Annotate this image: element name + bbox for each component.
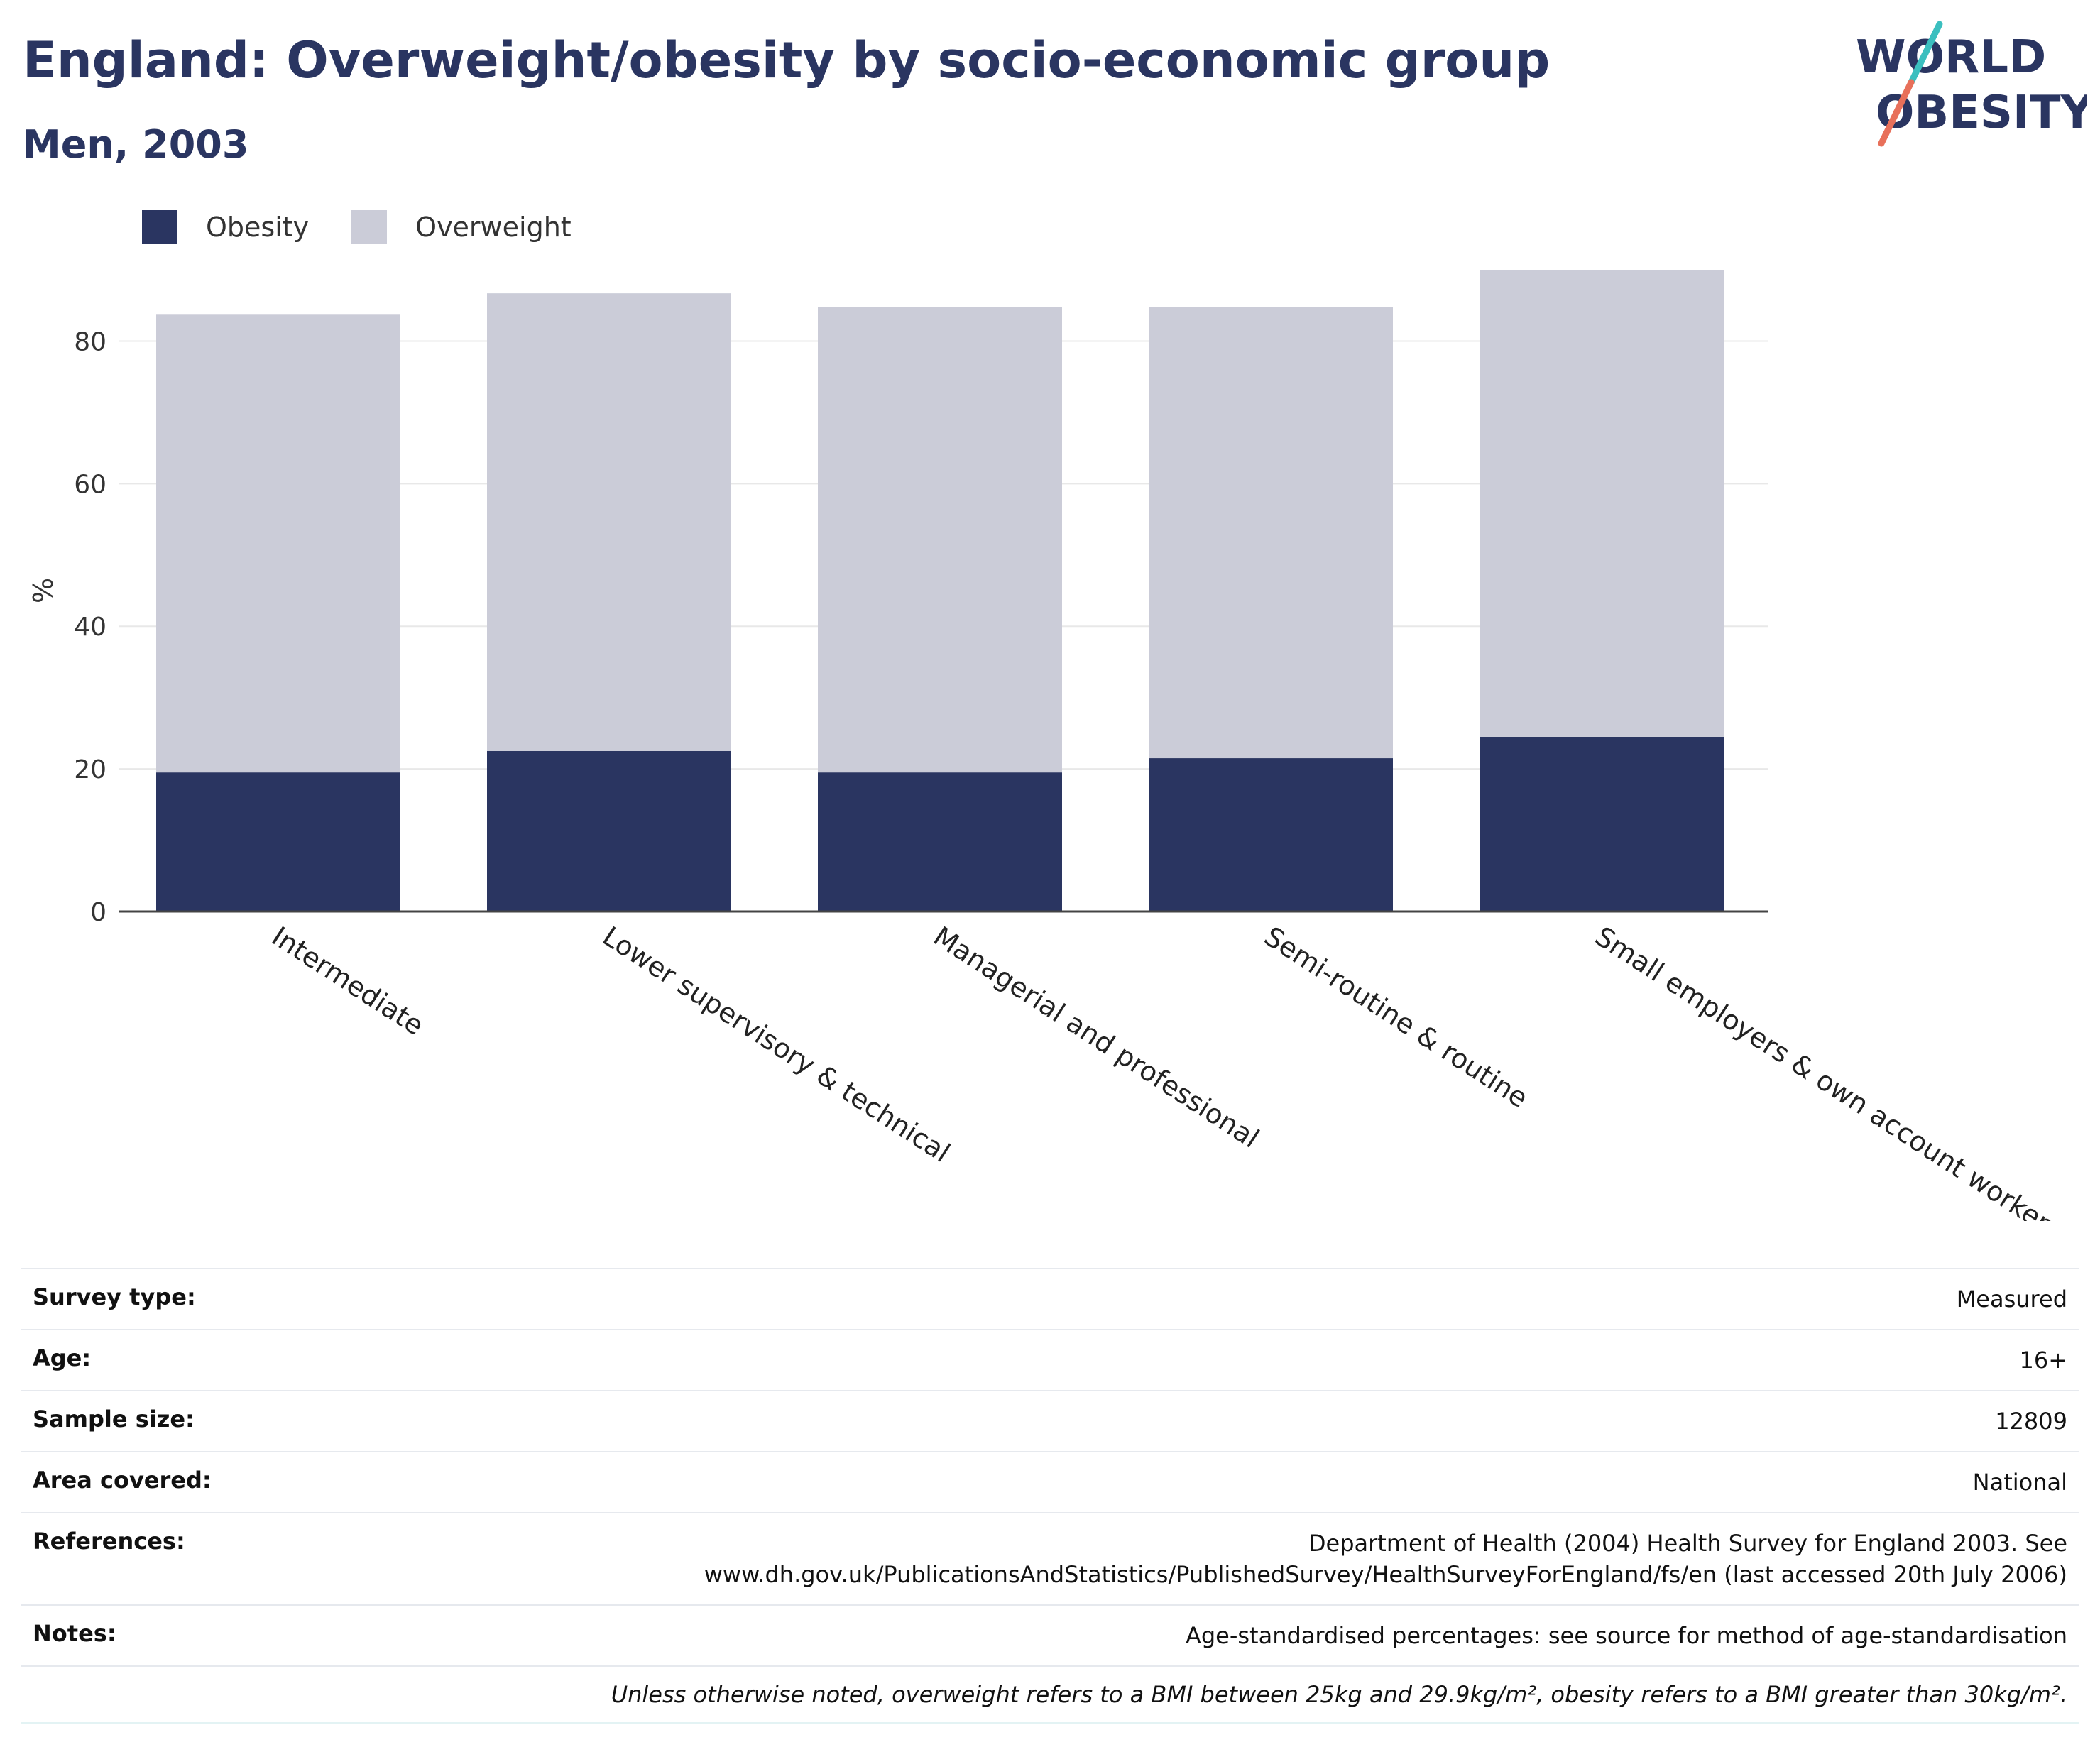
bar-overweight-3 <box>818 307 1062 773</box>
logo-slash-bottom <box>1878 79 1915 147</box>
info-row-age: Age: 16+ <box>21 1330 2079 1391</box>
bar-obesity-5 <box>1480 736 1724 911</box>
info-value: National <box>328 1452 2079 1513</box>
y-axis-title: % <box>28 578 59 603</box>
bar-overweight-1 <box>156 314 400 773</box>
y-tick-label: 80 <box>74 327 106 356</box>
info-row-survey-type: Survey type: Measured <box>21 1268 2079 1330</box>
x-tick-label: Small employers & own account workers <box>1590 921 2067 1221</box>
logo-line-1: WORLD <box>1856 31 2046 84</box>
bar-obesity-3 <box>818 772 1062 911</box>
info-value: Measured <box>328 1268 2079 1330</box>
bmi-footnote: Unless otherwise noted, overweight refer… <box>21 1666 2079 1724</box>
reference-line-2: www.dh.gov.uk/PublicationsAndStatistics/… <box>704 1561 2067 1588</box>
legend-swatch-overweight <box>351 210 388 244</box>
y-tick-label: 0 <box>90 898 106 927</box>
info-value: Age-standardised percentages: see source… <box>328 1605 2079 1667</box>
info-label: References: <box>21 1513 328 1606</box>
stacked-bar-chart: 0 20 40 60 80% Intermediate Lower supervisory … <box>28 270 2068 1221</box>
info-row-area-covered: Area covered: National <box>21 1452 2079 1513</box>
survey-info-table: Survey type: Measured Age: 16+ Sample si… <box>21 1268 2079 1724</box>
page-subtitle: Men, 2003 <box>23 122 249 167</box>
x-tick-label: Intermediate <box>266 921 430 1041</box>
info-row-notes: Notes: Age-standardised percentages: see… <box>21 1605 2079 1667</box>
logo-line-2: OBESITY <box>1876 87 2087 139</box>
info-value: 12809 <box>328 1391 2079 1452</box>
legend-item-overweight[interactable]: Overweight <box>351 210 572 244</box>
x-tick-label: Lower supervisory & technical <box>597 921 956 1168</box>
page-title: England: Overweight/obesity by socio-eco… <box>23 31 1551 89</box>
bar-overweight-2 <box>487 293 731 751</box>
legend-item-obesity[interactable]: Obesity <box>142 210 309 244</box>
info-label: Age: <box>21 1330 328 1391</box>
legend-label-overweight: Overweight <box>415 212 572 243</box>
info-value: Department of Health (2004) Health Surve… <box>328 1513 2079 1606</box>
info-label: Area covered: <box>21 1452 328 1513</box>
y-tick-label: 40 <box>74 613 106 642</box>
legend-label-obesity: Obesity <box>206 212 310 243</box>
logo-slash-top <box>1908 21 1943 86</box>
bar-obesity-4 <box>1149 758 1393 911</box>
info-label: Sample size: <box>21 1391 328 1452</box>
x-tick-label: Semi-routine & routine <box>1259 921 1533 1115</box>
bar-overweight-4 <box>1149 307 1393 759</box>
y-tick-label: 20 <box>74 755 106 784</box>
y-tick-label: 60 <box>74 470 106 499</box>
info-row-footnote: Unless otherwise noted, overweight refer… <box>21 1666 2079 1724</box>
info-row-sample-size: Sample size: 12809 <box>21 1391 2079 1452</box>
bar-obesity-2 <box>487 751 731 911</box>
bar-overweight-5 <box>1480 270 1724 737</box>
info-row-references: References: Department of Health (2004) … <box>21 1513 2079 1606</box>
info-value: 16+ <box>328 1330 2079 1391</box>
chart-legend: Obesity Overweight <box>142 210 614 244</box>
info-label: Notes: <box>21 1605 328 1667</box>
info-label: Survey type: <box>21 1268 328 1330</box>
bar-obesity-1 <box>156 772 400 911</box>
reference-line-1: Department of Health (2004) Health Surve… <box>1308 1530 2067 1557</box>
world-obesity-logo: WORLD OBESITY <box>1856 21 2087 147</box>
legend-swatch-obesity <box>142 210 177 244</box>
x-tick-label: Managerial and professional <box>928 921 1264 1154</box>
